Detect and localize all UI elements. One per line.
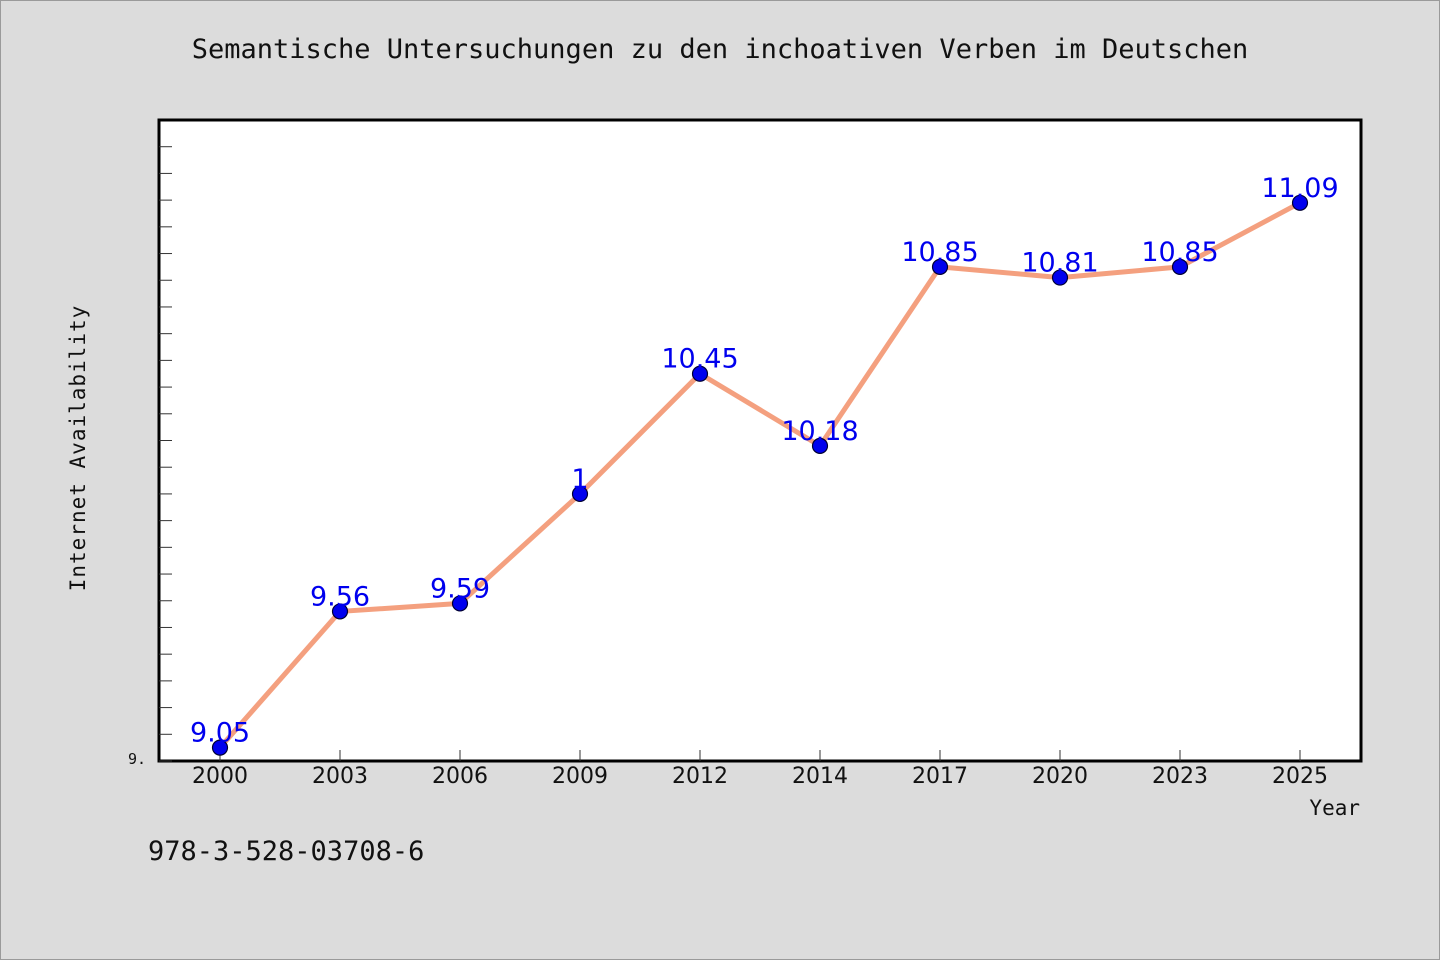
data-label: 9.05 [190, 718, 250, 749]
data-label: 11.09 [1261, 173, 1338, 204]
data-point [451, 595, 469, 612]
x-tick-label: 2000 [192, 764, 248, 789]
x-tick-label: 2014 [792, 764, 848, 789]
x-tick-label: 2003 [312, 764, 368, 789]
data-point [1171, 258, 1189, 275]
x-axis-label: Year [1309, 796, 1360, 820]
data-point [811, 437, 829, 454]
data-point [1291, 194, 1309, 211]
data-point [691, 365, 709, 382]
data-point [571, 485, 589, 503]
x-tick-label: 2017 [912, 764, 968, 789]
data-label: 10.85 [901, 237, 978, 268]
data-point [331, 603, 349, 620]
x-tick-label: 2012 [672, 764, 728, 789]
data-label: 1 [571, 464, 588, 495]
data-label: 10.81 [1021, 248, 1098, 279]
data-label: 10.85 [1141, 237, 1218, 268]
series-line [217, 200, 1303, 751]
data-point [211, 739, 229, 756]
data-label: 10.45 [661, 344, 738, 375]
x-tick-label: 2006 [432, 764, 488, 789]
chart-title: Semantische Untersuchungen zu den inchoa… [191, 34, 1249, 65]
x-tick-label: 2009 [552, 764, 608, 789]
data-point [1051, 269, 1069, 286]
data-label: 10.18 [781, 416, 858, 447]
data-label: 9.56 [310, 581, 370, 612]
x-tick-label: 2025 [1272, 764, 1328, 789]
x-tick-label: 2023 [1152, 764, 1208, 789]
isbn-footnote: 978-3-528-03708-6 [148, 836, 425, 867]
y-tick-label: 9. [128, 750, 147, 768]
data-label: 9.59 [430, 573, 490, 604]
x-tick-label: 2020 [1032, 764, 1088, 789]
plot-area [157, 118, 1363, 763]
data-point [931, 258, 949, 275]
